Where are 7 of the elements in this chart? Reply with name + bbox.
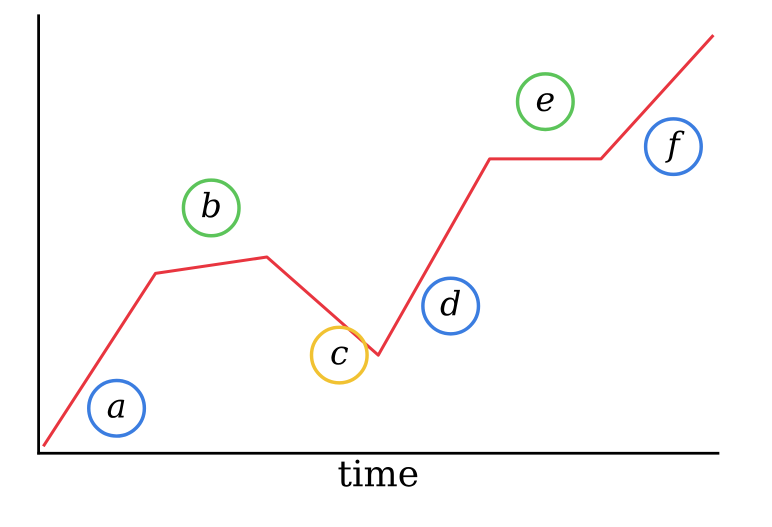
annotation: f <box>665 130 685 163</box>
x-axis-title: time <box>338 460 418 487</box>
annotation: a <box>108 400 124 418</box>
annotation: b <box>202 192 220 218</box>
annotation: d <box>440 290 460 316</box>
annotation: c <box>331 346 348 365</box>
annotation: e <box>536 93 554 112</box>
